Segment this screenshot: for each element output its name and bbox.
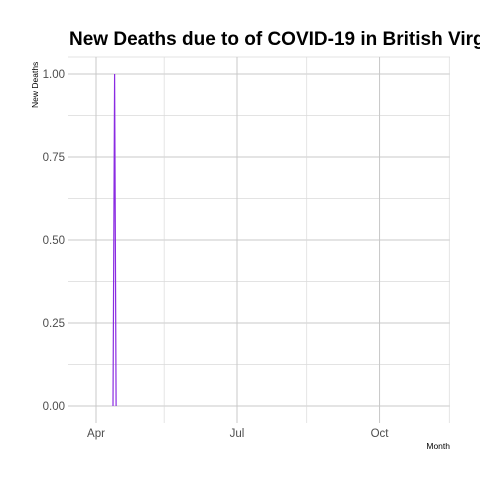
y-tick-label: 1.00	[43, 69, 65, 81]
y-tick-label: 0.25	[43, 318, 65, 330]
x-tick-label: Apr	[87, 428, 105, 440]
series-layer	[112, 73, 117, 407]
x-axis-ticks: Apr Jul Oct	[87, 428, 389, 440]
x-tick-label: Oct	[371, 428, 390, 440]
y-tick-label: 0.00	[43, 401, 65, 413]
y-tick-label: 0.50	[43, 235, 65, 247]
series-line	[112, 73, 117, 407]
gridlines	[68, 56, 450, 423]
x-tick-label: Jul	[230, 428, 245, 440]
y-axis-ticks: 0.00 0.25 0.50 0.75 1.00	[43, 69, 65, 413]
x-axis-label: Month	[426, 441, 450, 451]
y-tick-label: 0.75	[43, 152, 65, 164]
chart-title: New Deaths due to of COVID-19 in British…	[69, 29, 480, 50]
y-axis-label: New Deaths	[30, 62, 40, 108]
